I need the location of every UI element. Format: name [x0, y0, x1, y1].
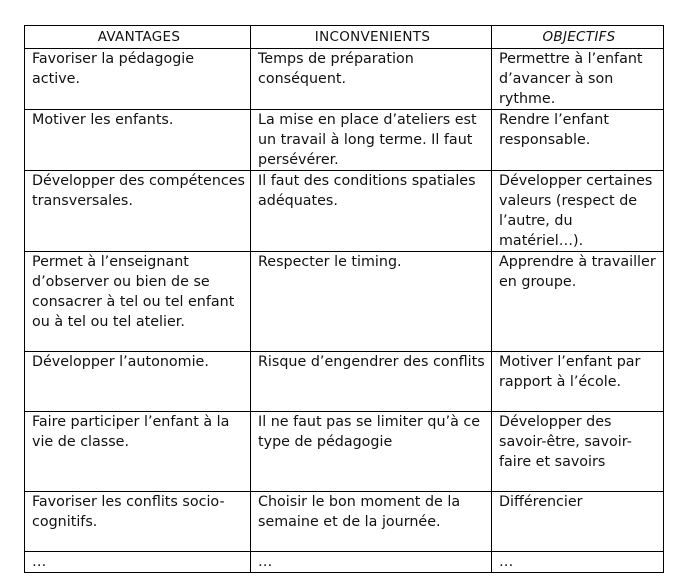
objectif-cell: Rendre l’enfant responsable. [491, 109, 664, 171]
table-row: ……… [24, 551, 664, 573]
inconvenient-cell: … [250, 551, 492, 573]
header-avantages: AVANTAGES [24, 25, 251, 49]
avantage-cell: Développer l’autonomie. [24, 351, 251, 412]
table-row: Favoriser les conflits socio-cognitifs. C… [24, 491, 664, 552]
table-row: Développer des compétences transversales… [24, 170, 664, 252]
objectif-cell: Différencier [491, 491, 664, 552]
table-row: Motiver les enfants. La mise en place d’a… [24, 109, 664, 171]
inconvenient-cell: La mise en place d’ateliers est un trava… [250, 109, 492, 171]
avantage-cell: Permet à l’enseignant d’observer ou bien… [24, 251, 251, 352]
inconvenient-cell: Risque d’engendrer des conflits [250, 351, 492, 412]
inconvenient-cell: Choisir le bon moment de la semaine et d… [250, 491, 492, 552]
objectif-cell: Apprendre à travailler en groupe. [491, 251, 664, 352]
header-inconvenients: INCONVENIENTS [250, 25, 492, 49]
inconvenient-cell: Respecter le timing. [250, 251, 492, 352]
objectif-cell: Permettre à l’enfant d’avancer à son ryt… [491, 48, 664, 110]
objectif-cell: Développer des savoir-être, savoir-faire… [491, 411, 664, 492]
objectif-cell: Motiver l’enfant par rapport à l’école. [491, 351, 664, 412]
avantage-cell: Motiver les enfants. [24, 109, 251, 171]
table-row: Développer l’autonomie. Risque d’engendre… [24, 351, 664, 412]
inconvenient-cell: Il faut des conditions spatiales adéquat… [250, 170, 492, 252]
table-row: Faire participer l’enfant à la vie de cl… [24, 411, 664, 492]
objectif-cell: … [491, 551, 664, 573]
comparison-table: AVANTAGES INCONVENIENTS OBJECTIFS Favori… [24, 25, 664, 573]
avantage-cell: Favoriser la pédagogie active. [24, 48, 251, 110]
avantage-cell: Favoriser les conflits socio-cognitifs. [24, 491, 251, 552]
avantage-cell: Développer des compétences transversales… [24, 170, 251, 252]
header-row: AVANTAGES INCONVENIENTS OBJECTIFS [24, 25, 664, 49]
table-row: Permet à l’enseignant d’observer ou bien… [24, 251, 664, 352]
avantage-cell: Faire participer l’enfant à la vie de cl… [24, 411, 251, 492]
header-objectifs: OBJECTIFS [491, 25, 664, 49]
inconvenient-cell: Temps de préparation conséquent. [250, 48, 492, 110]
inconvenient-cell: Il ne faut pas se limiter qu’à ce type d… [250, 411, 492, 492]
objectif-cell: Développer certaines valeurs (respect de… [491, 170, 664, 252]
table-row: Favoriser la pédagogie active. Temps de p… [24, 48, 664, 110]
avantage-cell: … [24, 551, 251, 573]
